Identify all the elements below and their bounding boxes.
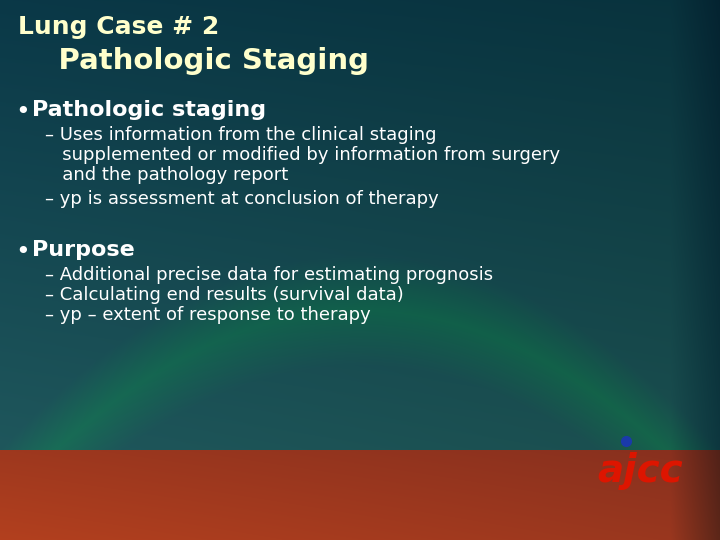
Text: – Calculating end results (survival data): – Calculating end results (survival data…: [45, 286, 404, 304]
Text: Pathologic staging: Pathologic staging: [32, 100, 266, 120]
Text: – Additional precise data for estimating prognosis: – Additional precise data for estimating…: [45, 266, 493, 284]
Text: and the pathology report: and the pathology report: [45, 166, 288, 184]
Text: •: •: [15, 240, 30, 264]
Text: – yp – extent of response to therapy: – yp – extent of response to therapy: [45, 306, 371, 324]
Text: Lung Case # 2: Lung Case # 2: [18, 15, 220, 39]
Text: Purpose: Purpose: [32, 240, 135, 260]
Text: – Uses information from the clinical staging: – Uses information from the clinical sta…: [45, 126, 436, 144]
Text: ajcc: ajcc: [597, 452, 683, 490]
Text: supplemented or modified by information from surgery: supplemented or modified by information …: [45, 146, 560, 164]
Text: – yp is assessment at conclusion of therapy: – yp is assessment at conclusion of ther…: [45, 190, 438, 208]
Text: •: •: [15, 100, 30, 124]
Text: Pathologic Staging: Pathologic Staging: [18, 47, 369, 75]
